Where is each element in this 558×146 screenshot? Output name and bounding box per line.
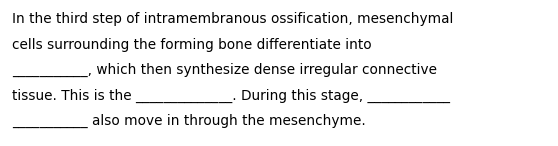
- Text: cells surrounding the forming bone differentiate into: cells surrounding the forming bone diffe…: [12, 38, 372, 52]
- Text: ___________ also move in through the mesenchyme.: ___________ also move in through the mes…: [12, 114, 365, 128]
- Text: tissue. This is the ______________. During this stage, ____________: tissue. This is the ______________. Duri…: [12, 88, 450, 103]
- Text: In the third step of intramembranous ossification, mesenchymal: In the third step of intramembranous oss…: [12, 12, 453, 26]
- Text: ___________, which then synthesize dense irregular connective: ___________, which then synthesize dense…: [12, 63, 437, 77]
